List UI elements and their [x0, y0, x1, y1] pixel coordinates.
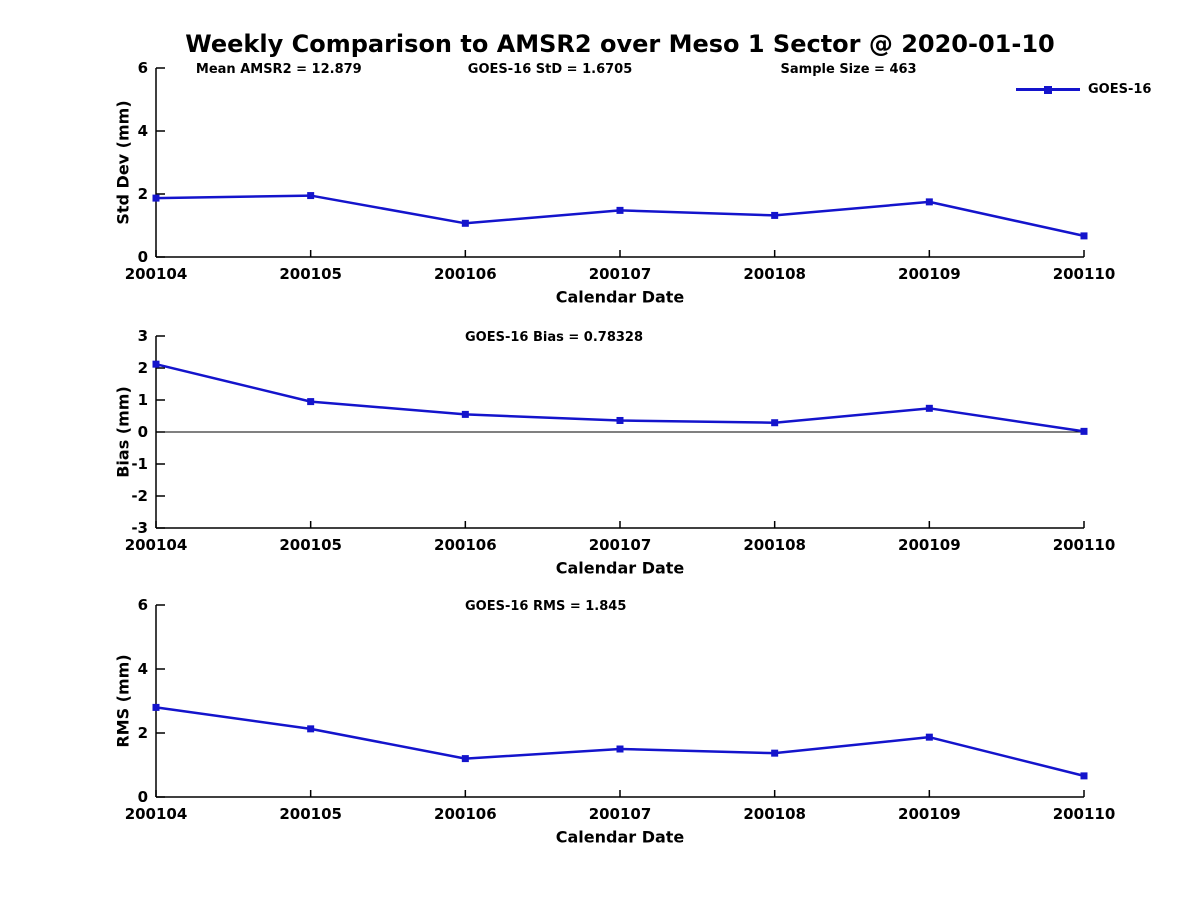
- x-tick-label: 200104: [125, 805, 188, 823]
- x-tick-label: 200104: [125, 265, 188, 283]
- y-tick-label: 4: [138, 660, 148, 678]
- y-tick-label: 0: [138, 248, 148, 266]
- data-point-marker: [925, 733, 933, 741]
- x-tick-label: 200109: [898, 536, 961, 554]
- data-point-marker: [461, 219, 469, 227]
- x-axis-title: Calendar Date: [556, 559, 685, 578]
- y-tick-label: 3: [138, 327, 148, 345]
- x-tick-label: 200109: [898, 265, 961, 283]
- x-tick-label: 200107: [589, 265, 652, 283]
- annotation-text: Mean AMSR2 = 12.879: [196, 62, 362, 77]
- data-point-marker: [1080, 232, 1088, 240]
- y-tick-label: 6: [138, 596, 148, 614]
- x-tick-label: 200105: [279, 536, 342, 554]
- data-point-marker: [152, 360, 160, 368]
- x-tick-label: 200110: [1053, 536, 1116, 554]
- y-tick-label: -1: [131, 455, 148, 473]
- figure-title: Weekly Comparison to AMSR2 over Meso 1 S…: [185, 30, 1055, 58]
- x-tick-label: 200104: [125, 536, 188, 554]
- legend-square-marker-icon: [1044, 85, 1052, 94]
- y-tick-label: 2: [138, 724, 148, 742]
- data-point-marker: [152, 703, 160, 711]
- x-tick-label: 200108: [743, 536, 806, 554]
- x-tick-label: 200105: [279, 265, 342, 283]
- series-line: [155, 706, 1085, 778]
- y-tick-label: -3: [131, 519, 148, 537]
- data-point-marker: [925, 198, 933, 206]
- y-tick-label: 4: [138, 122, 148, 140]
- y-tick-label: 0: [138, 423, 148, 441]
- y-tick-label: 2: [138, 185, 148, 203]
- x-tick-label: 200106: [434, 265, 497, 283]
- x-tick-label: 200108: [743, 265, 806, 283]
- x-tick-label: 200108: [743, 805, 806, 823]
- y-axis-title: Std Dev (mm): [114, 100, 133, 224]
- x-tick-label: 200107: [589, 805, 652, 823]
- y-tick-label: 6: [138, 59, 148, 77]
- x-tick-label: 200106: [434, 536, 497, 554]
- annotation-text: GOES-16 StD = 1.6705: [468, 62, 632, 77]
- annotation-text: GOES-16 RMS = 1.845: [465, 599, 626, 614]
- x-axis-title: Calendar Date: [556, 828, 685, 847]
- data-point-marker: [152, 194, 160, 202]
- legend-line-sample: [1016, 85, 1080, 94]
- y-axis-title: Bias (mm): [114, 386, 133, 478]
- data-point-marker: [616, 206, 624, 214]
- data-point-marker: [616, 745, 624, 753]
- data-point-marker: [461, 755, 469, 763]
- x-axis-title: Calendar Date: [556, 288, 685, 307]
- data-point-marker: [1080, 427, 1088, 435]
- data-point-marker: [771, 211, 779, 219]
- x-tick-label: 200105: [279, 805, 342, 823]
- data-point-marker: [771, 749, 779, 757]
- y-tick-label: -2: [131, 487, 148, 505]
- y-tick-label: 1: [138, 391, 148, 409]
- x-tick-label: 200110: [1053, 805, 1116, 823]
- series-line: [155, 194, 1085, 238]
- data-point-marker: [307, 398, 315, 406]
- y-tick-label: 2: [138, 359, 148, 377]
- y-axis-title: RMS (mm): [114, 654, 133, 747]
- x-tick-label: 200107: [589, 536, 652, 554]
- x-tick-label: 200110: [1053, 265, 1116, 283]
- data-point-marker: [1080, 772, 1088, 780]
- legend-label: GOES-16: [1088, 82, 1152, 97]
- y-tick-label: 0: [138, 788, 148, 806]
- x-tick-label: 200106: [434, 805, 497, 823]
- data-point-marker: [461, 410, 469, 418]
- data-point-marker: [307, 725, 315, 733]
- data-point-marker: [925, 404, 933, 412]
- data-point-marker: [616, 416, 624, 424]
- annotation-text: GOES-16 Bias = 0.78328: [465, 330, 643, 345]
- data-point-marker: [771, 419, 779, 427]
- annotation-text: Sample Size = 463: [781, 62, 917, 77]
- data-point-marker: [307, 192, 315, 200]
- legend: GOES-16: [1016, 82, 1151, 97]
- x-tick-label: 200109: [898, 805, 961, 823]
